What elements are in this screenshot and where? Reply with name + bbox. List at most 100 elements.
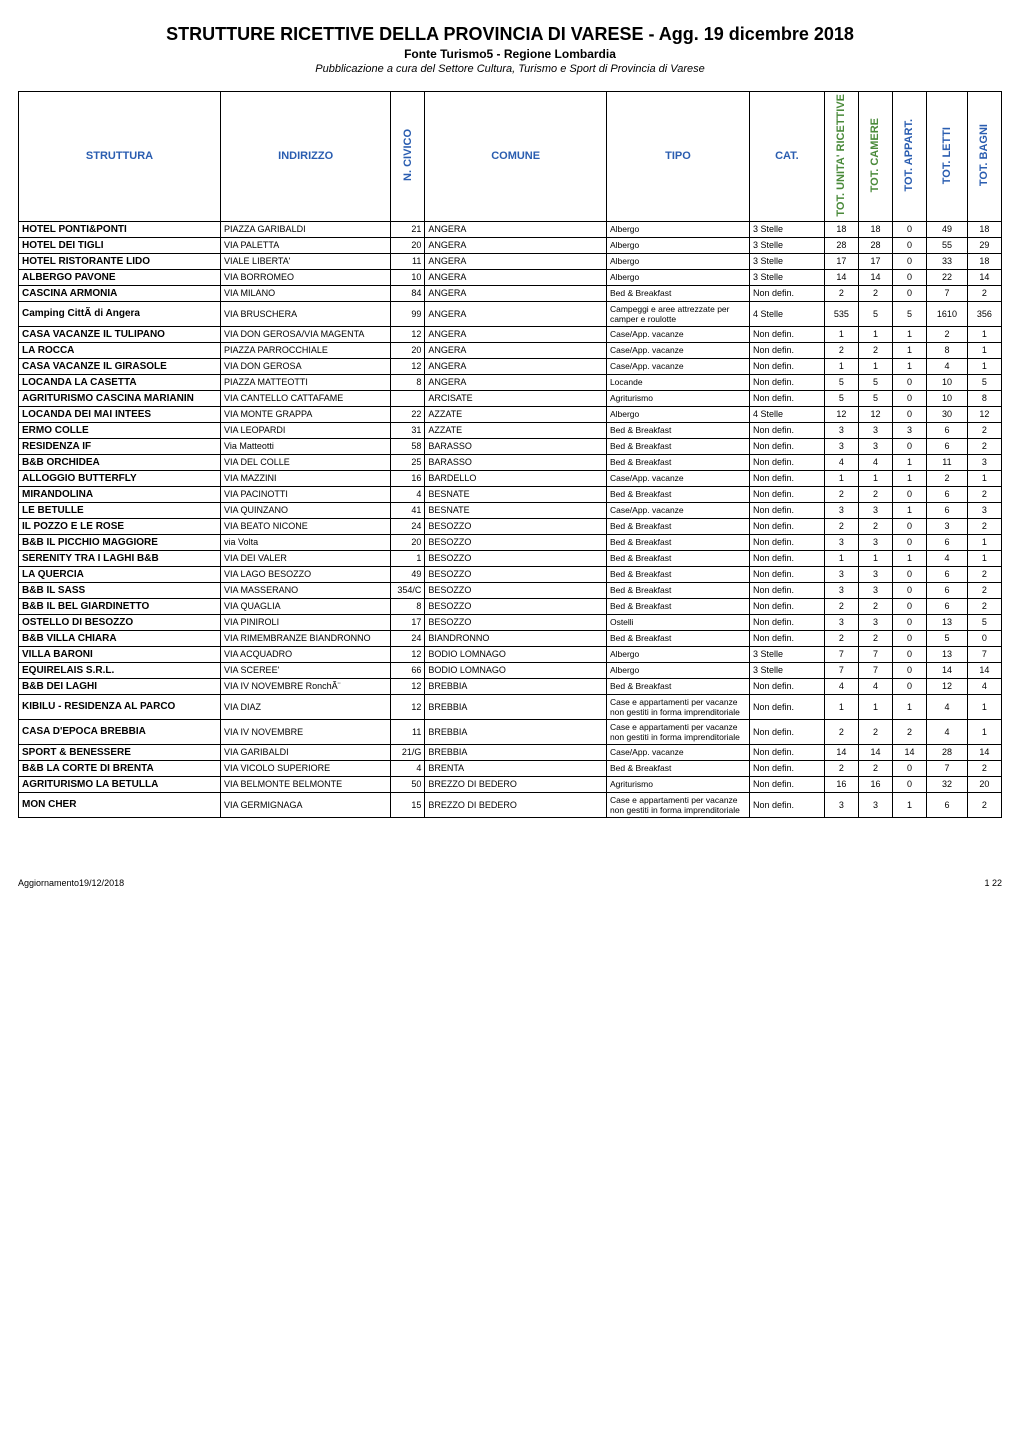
cell-cat: Non defin. (749, 502, 824, 518)
cell-letti: 6 (927, 486, 968, 502)
strutture-table: STRUTTURA INDIRIZZO N. CIVICO COMUNE TIP… (18, 91, 1002, 818)
cell-appart: 0 (892, 486, 926, 502)
cell-camere: 7 (858, 646, 892, 662)
cell-indirizzo: PIAZZA PARROCCHIALE (221, 342, 391, 358)
cell-appart: 0 (892, 630, 926, 646)
cell-comune: BARDELLO (425, 470, 607, 486)
cell-bagni: 0 (967, 630, 1001, 646)
cell-letti: 6 (927, 792, 968, 817)
cell-camere: 28 (858, 237, 892, 253)
cell-tipo: Agriturismo (606, 776, 749, 792)
cell-indirizzo: VIA LAGO BESOZZO (221, 566, 391, 582)
cell-comune: BESOZZO (425, 614, 607, 630)
table-row: EQUIRELAIS S.R.L.VIA SCEREE'66BODIO LOMN… (19, 662, 1002, 678)
cell-cat: 3 Stelle (749, 269, 824, 285)
cell-appart: 0 (892, 598, 926, 614)
cell-bagni: 5 (967, 374, 1001, 390)
table-row: B&B IL BEL GIARDINETTOVIA QUAGLIA8BESOZZ… (19, 598, 1002, 614)
cell-struttura: B&B ORCHIDEA (19, 454, 221, 470)
cell-comune: BRENTA (425, 760, 607, 776)
table-row: CASA D'EPOCA BREBBIAVIA IV NOVEMBRE11BRE… (19, 719, 1002, 744)
cell-struttura: KIBILU - RESIDENZA AL PARCO (19, 694, 221, 719)
cell-appart: 0 (892, 518, 926, 534)
cell-comune: BODIO LOMNAGO (425, 662, 607, 678)
cell-indirizzo: PIAZZA GARIBALDI (221, 221, 391, 237)
cell-appart: 0 (892, 760, 926, 776)
cell-struttura: VILLA BARONI (19, 646, 221, 662)
table-row: Camping CittÃ di AngeraVIA BRUSCHERA99AN… (19, 301, 1002, 326)
cell-struttura: LA QUERCIA (19, 566, 221, 582)
cell-appart: 0 (892, 614, 926, 630)
cell-cat: Non defin. (749, 582, 824, 598)
cell-civico: 66 (391, 662, 425, 678)
cell-bagni: 1 (967, 342, 1001, 358)
col-header-struttura: STRUTTURA (19, 92, 221, 222)
cell-appart: 14 (892, 744, 926, 760)
cell-indirizzo: VIA GERMIGNAGA (221, 792, 391, 817)
table-row: IL POZZO E LE ROSEVIA BEATO NICONE24BESO… (19, 518, 1002, 534)
cell-struttura: HOTEL DEI TIGLI (19, 237, 221, 253)
cell-bagni: 2 (967, 566, 1001, 582)
cell-comune: ANGERA (425, 301, 607, 326)
cell-letti: 13 (927, 614, 968, 630)
cell-tipo: Albergo (606, 237, 749, 253)
cell-comune: BESOZZO (425, 550, 607, 566)
cell-unita: 18 (824, 221, 858, 237)
cell-letti: 10 (927, 374, 968, 390)
cell-indirizzo: VIA ACQUADRO (221, 646, 391, 662)
cell-indirizzo: Via Matteotti (221, 438, 391, 454)
cell-letti: 49 (927, 221, 968, 237)
table-row: VILLA BARONIVIA ACQUADRO12BODIO LOMNAGOA… (19, 646, 1002, 662)
cell-struttura: MON CHER (19, 792, 221, 817)
col-header-cat: CAT. (749, 92, 824, 222)
cell-camere: 2 (858, 518, 892, 534)
cell-indirizzo: VIA PINIROLI (221, 614, 391, 630)
footer-right: 1 22 (984, 878, 1002, 888)
cell-unita: 2 (824, 342, 858, 358)
cell-appart: 0 (892, 678, 926, 694)
cell-comune: BREBBIA (425, 694, 607, 719)
cell-appart: 1 (892, 792, 926, 817)
cell-cat: Non defin. (749, 598, 824, 614)
cell-comune: BESOZZO (425, 518, 607, 534)
cell-tipo: Case e appartamenti per vacanze non gest… (606, 792, 749, 817)
cell-civico: 12 (391, 358, 425, 374)
cell-camere: 3 (858, 614, 892, 630)
cell-comune: ANGERA (425, 374, 607, 390)
cell-unita: 3 (824, 792, 858, 817)
cell-letti: 2 (927, 470, 968, 486)
table-row: RESIDENZA IFVia Matteotti58BARASSOBed & … (19, 438, 1002, 454)
cell-struttura: B&B VILLA CHIARA (19, 630, 221, 646)
cell-letti: 3 (927, 518, 968, 534)
cell-indirizzo: VIA DEI VALER (221, 550, 391, 566)
cell-struttura: IL POZZO E LE ROSE (19, 518, 221, 534)
cell-bagni: 14 (967, 744, 1001, 760)
cell-cat: Non defin. (749, 614, 824, 630)
cell-appart: 0 (892, 237, 926, 253)
cell-cat: 3 Stelle (749, 221, 824, 237)
cell-tipo: Ostelli (606, 614, 749, 630)
cell-unita: 2 (824, 630, 858, 646)
col-header-tipo: TIPO (606, 92, 749, 222)
cell-tipo: Albergo (606, 662, 749, 678)
cell-tipo: Case e appartamenti per vacanze non gest… (606, 719, 749, 744)
table-row: B&B ORCHIDEAVIA DEL COLLE25BARASSOBed & … (19, 454, 1002, 470)
cell-tipo: Albergo (606, 269, 749, 285)
col-header-bagni: TOT. BAGNI (967, 92, 1001, 222)
cell-unita: 28 (824, 237, 858, 253)
table-row: HOTEL RISTORANTE LIDOVIALE LIBERTA'11ANG… (19, 253, 1002, 269)
cell-bagni: 1 (967, 358, 1001, 374)
cell-unita: 2 (824, 760, 858, 776)
table-row: CASA VACANZE IL TULIPANOVIA DON GEROSA/V… (19, 326, 1002, 342)
cell-civico: 12 (391, 678, 425, 694)
cell-civico: 20 (391, 534, 425, 550)
cell-civico: 11 (391, 719, 425, 744)
cell-indirizzo: VIA DIAZ (221, 694, 391, 719)
cell-tipo: Bed & Breakfast (606, 438, 749, 454)
cell-unita: 16 (824, 776, 858, 792)
cell-comune: BESOZZO (425, 534, 607, 550)
cell-letti: 30 (927, 406, 968, 422)
table-row: HOTEL DEI TIGLIVIA PALETTA20ANGERAAlberg… (19, 237, 1002, 253)
cell-civico: 11 (391, 253, 425, 269)
cell-tipo: Case/App. vacanze (606, 358, 749, 374)
